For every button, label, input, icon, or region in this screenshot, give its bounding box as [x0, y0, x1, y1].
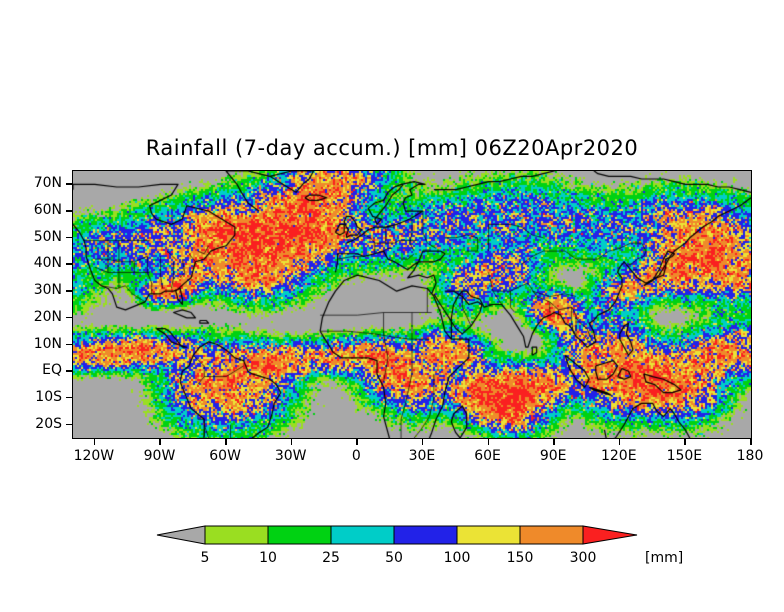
- colorbar-tick-label: 50: [385, 550, 403, 566]
- x-axis-label: 120W: [73, 448, 115, 464]
- y-axis-label: 40N: [33, 255, 62, 272]
- y-axis-label: 20S: [35, 415, 62, 432]
- colorbar-band: [456, 525, 521, 545]
- y-axis-label: 30N: [33, 282, 62, 299]
- x-axis-label: 120E: [600, 448, 637, 464]
- y-axis-tick: [66, 236, 72, 239]
- colorbar: 5 10 25 50 100 150 300 [mm]: [0, 512, 784, 582]
- x-axis-label: 90W: [143, 448, 176, 464]
- x-axis-label: 150E: [666, 448, 703, 464]
- colorbar-band: [393, 525, 458, 545]
- y-axis-tick: [66, 183, 72, 185]
- x-axis-tick: [750, 439, 752, 445]
- x-axis-tick: [356, 439, 358, 445]
- y-axis-label: 50N: [33, 228, 62, 245]
- x-axis-tick: [618, 439, 621, 445]
- colorbar-band: [330, 525, 395, 545]
- x-axis-tick: [684, 439, 686, 445]
- y-axis-tick: [66, 210, 72, 212]
- y-axis-tick: [66, 316, 72, 319]
- x-axis-tick: [553, 439, 555, 445]
- colorbar-band: [582, 525, 638, 545]
- y-axis-label: 10S: [35, 388, 62, 405]
- y-axis-label: 70N: [33, 175, 62, 192]
- colorbar-swatches: [156, 525, 638, 545]
- colorbar-tick-label: 150: [506, 550, 534, 566]
- x-axis-tick: [290, 439, 293, 445]
- y-axis-tick: [66, 343, 72, 346]
- colorbar-band: [156, 525, 206, 545]
- y-axis-tick: [66, 263, 72, 265]
- y-axis-label: 60N: [33, 202, 62, 219]
- colorbar-tick-label: 10: [259, 550, 277, 566]
- x-axis-tick: [421, 439, 424, 445]
- colorbar-band: [267, 525, 332, 545]
- y-axis-label: 20N: [33, 308, 62, 325]
- colorbar-units-label: [mm]: [645, 550, 684, 566]
- x-axis-label: 180: [736, 448, 764, 464]
- x-axis-label: 0: [351, 448, 361, 464]
- x-axis-label: 30E: [408, 448, 436, 464]
- colorbar-tick-label: 25: [322, 550, 340, 566]
- x-axis-label: 90E: [539, 448, 567, 464]
- y-axis-tick: [66, 290, 72, 292]
- map-plot-area: [72, 170, 752, 439]
- y-axis-label: EQ: [42, 362, 62, 379]
- colorbar-tick-label: 300: [569, 550, 597, 566]
- y-axis-tick: [66, 423, 72, 426]
- x-axis-tick: [487, 439, 490, 445]
- rainfall-heatmap-canvas: [73, 171, 751, 438]
- y-axis-tick: [66, 370, 72, 372]
- page-title: Rainfall (7-day accum.) [mm] 06Z20Apr202…: [145, 136, 639, 160]
- y-axis-tick: [66, 396, 72, 399]
- y-axis-label: 10N: [33, 335, 62, 352]
- colorbar-band: [204, 525, 269, 545]
- x-axis-tick: [159, 439, 161, 445]
- x-axis-label: 60W: [209, 448, 241, 464]
- colorbar-band: [519, 525, 584, 545]
- colorbar-tick-label: 100: [443, 550, 471, 566]
- x-axis-tick: [225, 439, 227, 445]
- colorbar-tick-label: 5: [200, 550, 210, 566]
- x-axis-label: 30W: [274, 448, 307, 464]
- x-axis-label: 60E: [474, 448, 501, 464]
- x-axis-tick: [93, 439, 96, 445]
